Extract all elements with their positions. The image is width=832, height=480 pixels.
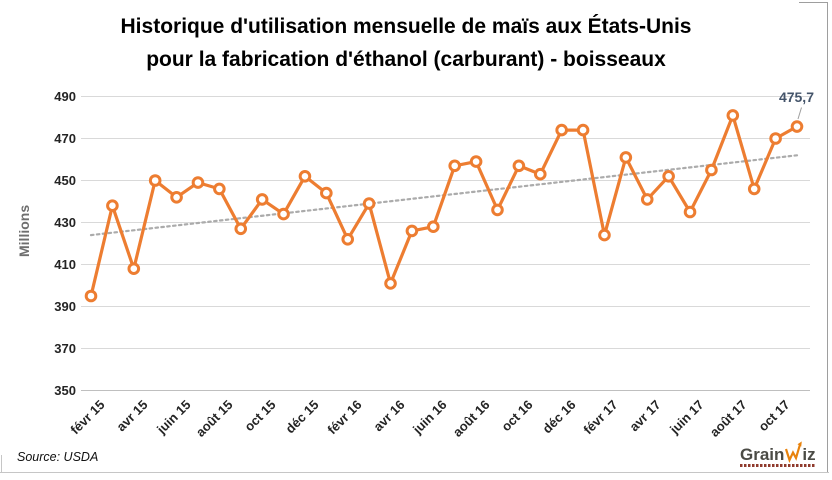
- grainwiz-logo: Grain iz: [740, 441, 824, 467]
- y-axis-tick-label: 490: [54, 88, 76, 104]
- y-axis-tick-label: 390: [54, 298, 76, 314]
- y-axis-tick-label: 350: [54, 382, 76, 398]
- data-point-marker: [683, 205, 697, 219]
- chart-title: Historique d'utilisation mensuelle de ma…: [0, 10, 812, 76]
- data-point-marker: [640, 193, 654, 206]
- frame-border-left-stub: [1, 455, 2, 472]
- data-point-marker: [84, 289, 98, 303]
- data-point-marker: [213, 182, 226, 196]
- data-point-marker: [598, 228, 611, 242]
- data-point-marker: [234, 222, 248, 236]
- zigzag-arrow-chart-icon: [785, 441, 803, 463]
- data-point-marker: [533, 167, 547, 181]
- y-axis-tick-label: 470: [54, 130, 76, 146]
- data-point-marker: [491, 203, 504, 217]
- data-point-marker: [512, 159, 526, 173]
- data-point-marker: [341, 233, 355, 246]
- logo-text-iz: iz: [802, 445, 816, 464]
- data-point-marker: [747, 182, 761, 196]
- data-point-marker: [384, 277, 397, 290]
- data-point-marker: [298, 170, 312, 183]
- chart-title-line1: Historique d'utilisation mensuelle de ma…: [120, 15, 692, 38]
- data-point-marker: [662, 170, 675, 183]
- chart-title-line2: pour la fabrication d'éthanol (carburant…: [146, 48, 666, 71]
- data-point-marker: [726, 109, 740, 122]
- frame-border-bottom: [0, 472, 829, 473]
- data-point-marker: [448, 159, 461, 173]
- y-axis-tick-label: 410: [54, 256, 76, 272]
- data-line: [89, 113, 799, 298]
- data-point-marker: [320, 186, 333, 200]
- data-point-marker: [555, 123, 568, 137]
- data-point-marker: [106, 199, 119, 212]
- frame-border-top-right: [799, 2, 827, 3]
- data-point-marker: [790, 120, 804, 133]
- data-point-marker: [255, 193, 269, 206]
- data-point-marker: [148, 174, 162, 187]
- data-point-marker: [469, 155, 483, 168]
- label-leader-line: [797, 107, 802, 120]
- y-axis-tick-label: 430: [54, 214, 76, 230]
- data-point-marker: [191, 176, 205, 189]
- frame-border-right: [827, 2, 828, 473]
- data-point-marker: [127, 262, 141, 276]
- logo-tagline: [740, 464, 816, 467]
- data-point-marker: [619, 151, 633, 164]
- y-axis-tick-label: 450: [54, 172, 76, 188]
- data-point-marker: [705, 163, 718, 177]
- data-point-marker: [405, 224, 419, 238]
- data-point-marker: [576, 123, 590, 137]
- data-point-marker: [277, 207, 290, 221]
- data-point-marker: [170, 191, 183, 204]
- data-point-marker: [769, 132, 782, 145]
- logo-text-grain: Grain: [740, 445, 785, 464]
- data-point-marker: [427, 220, 440, 233]
- source-credit: Source: USDA: [17, 450, 99, 464]
- data-point-marker: [362, 197, 376, 210]
- last-point-data-label: 475,7: [778, 89, 814, 105]
- y-axis-tick-label: 370: [54, 340, 76, 356]
